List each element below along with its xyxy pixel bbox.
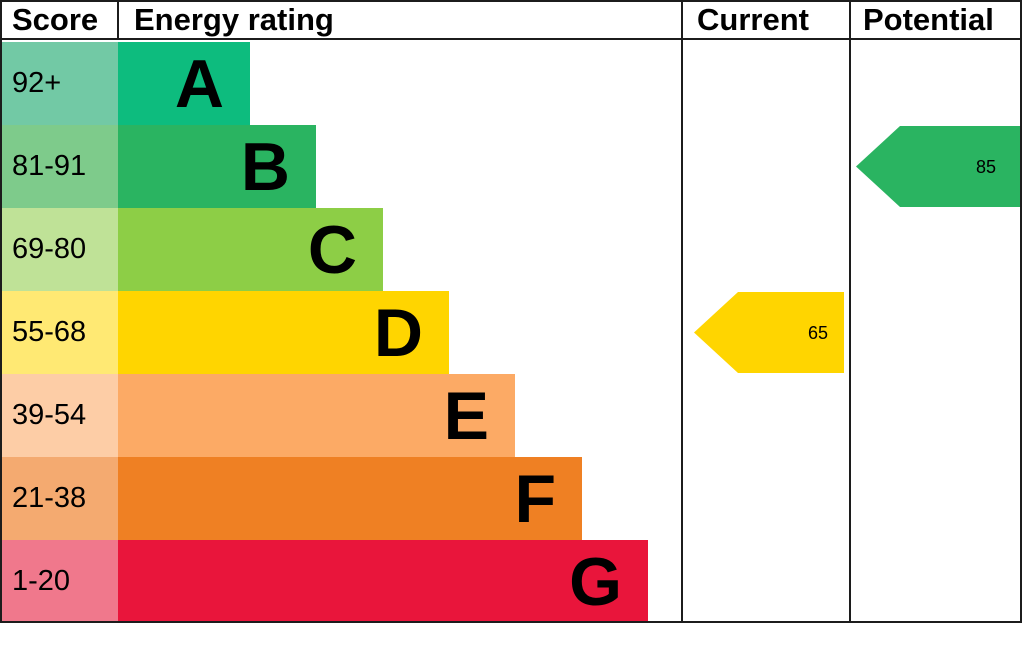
potential-value: 85	[976, 157, 996, 177]
right-border	[1020, 0, 1022, 623]
score-range: 1-20	[0, 540, 118, 623]
current-header: Current	[697, 2, 809, 37]
score-range: 55-68	[0, 291, 118, 374]
score-range: 81-91	[0, 125, 118, 208]
left-border	[0, 0, 2, 623]
current-column-divider	[681, 0, 683, 623]
band-letter: E	[443, 377, 489, 454]
band-letter: C	[307, 211, 357, 288]
score-range: 21-38	[0, 457, 118, 540]
band-bar-g: G	[118, 540, 648, 623]
energy-rating-header: Energy rating	[134, 2, 334, 37]
band-bar-b: B	[118, 125, 316, 208]
band-letter: A	[174, 45, 224, 122]
band-letter: G	[569, 543, 622, 620]
bottom-border	[0, 621, 1022, 623]
band-bar-e: E	[118, 374, 515, 457]
band-bar-d: D	[118, 291, 449, 374]
band-letter: F	[514, 460, 556, 537]
band-letter: B	[240, 128, 290, 205]
band-row: 39-54 E	[0, 374, 681, 457]
score-range: 92+	[0, 42, 118, 125]
top-border	[0, 0, 1022, 2]
band-row: 92+ A	[0, 42, 681, 125]
current-value: 65	[808, 323, 828, 343]
potential-arrow: 85	[856, 126, 1020, 207]
current-arrow-shape	[694, 292, 844, 373]
band-row: 21-38 F	[0, 457, 681, 540]
band-row: 1-20 G	[0, 540, 681, 623]
band-row: 55-68 D	[0, 291, 681, 374]
header-divider	[0, 38, 1022, 40]
score-range: 39-54	[0, 374, 118, 457]
band-bar-c: C	[118, 208, 383, 291]
score-column-divider	[117, 0, 119, 40]
potential-arrow-shape	[856, 126, 1020, 207]
score-header: Score	[12, 2, 99, 37]
potential-header: Potential	[863, 2, 994, 37]
band-bar-f: F	[118, 457, 582, 540]
band-row: 69-80 C	[0, 208, 681, 291]
band-bar-a: A	[118, 42, 250, 125]
band-row: 81-91 B	[0, 125, 681, 208]
potential-column-divider	[849, 0, 851, 623]
score-range: 69-80	[0, 208, 118, 291]
band-letter: D	[373, 294, 423, 371]
current-arrow: 65	[694, 292, 844, 373]
